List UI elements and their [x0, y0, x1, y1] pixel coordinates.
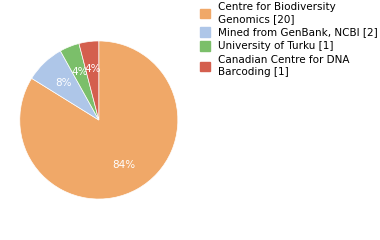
Legend: Centre for Biodiversity
Genomics [20], Mined from GenBank, NCBI [2], University : Centre for Biodiversity Genomics [20], M…: [198, 0, 380, 79]
Text: 8%: 8%: [55, 78, 71, 88]
Text: 4%: 4%: [84, 64, 101, 74]
Wedge shape: [32, 51, 99, 120]
Text: 84%: 84%: [112, 160, 135, 170]
Wedge shape: [20, 41, 178, 199]
Text: 4%: 4%: [71, 67, 88, 77]
Wedge shape: [79, 41, 99, 120]
Wedge shape: [60, 43, 99, 120]
